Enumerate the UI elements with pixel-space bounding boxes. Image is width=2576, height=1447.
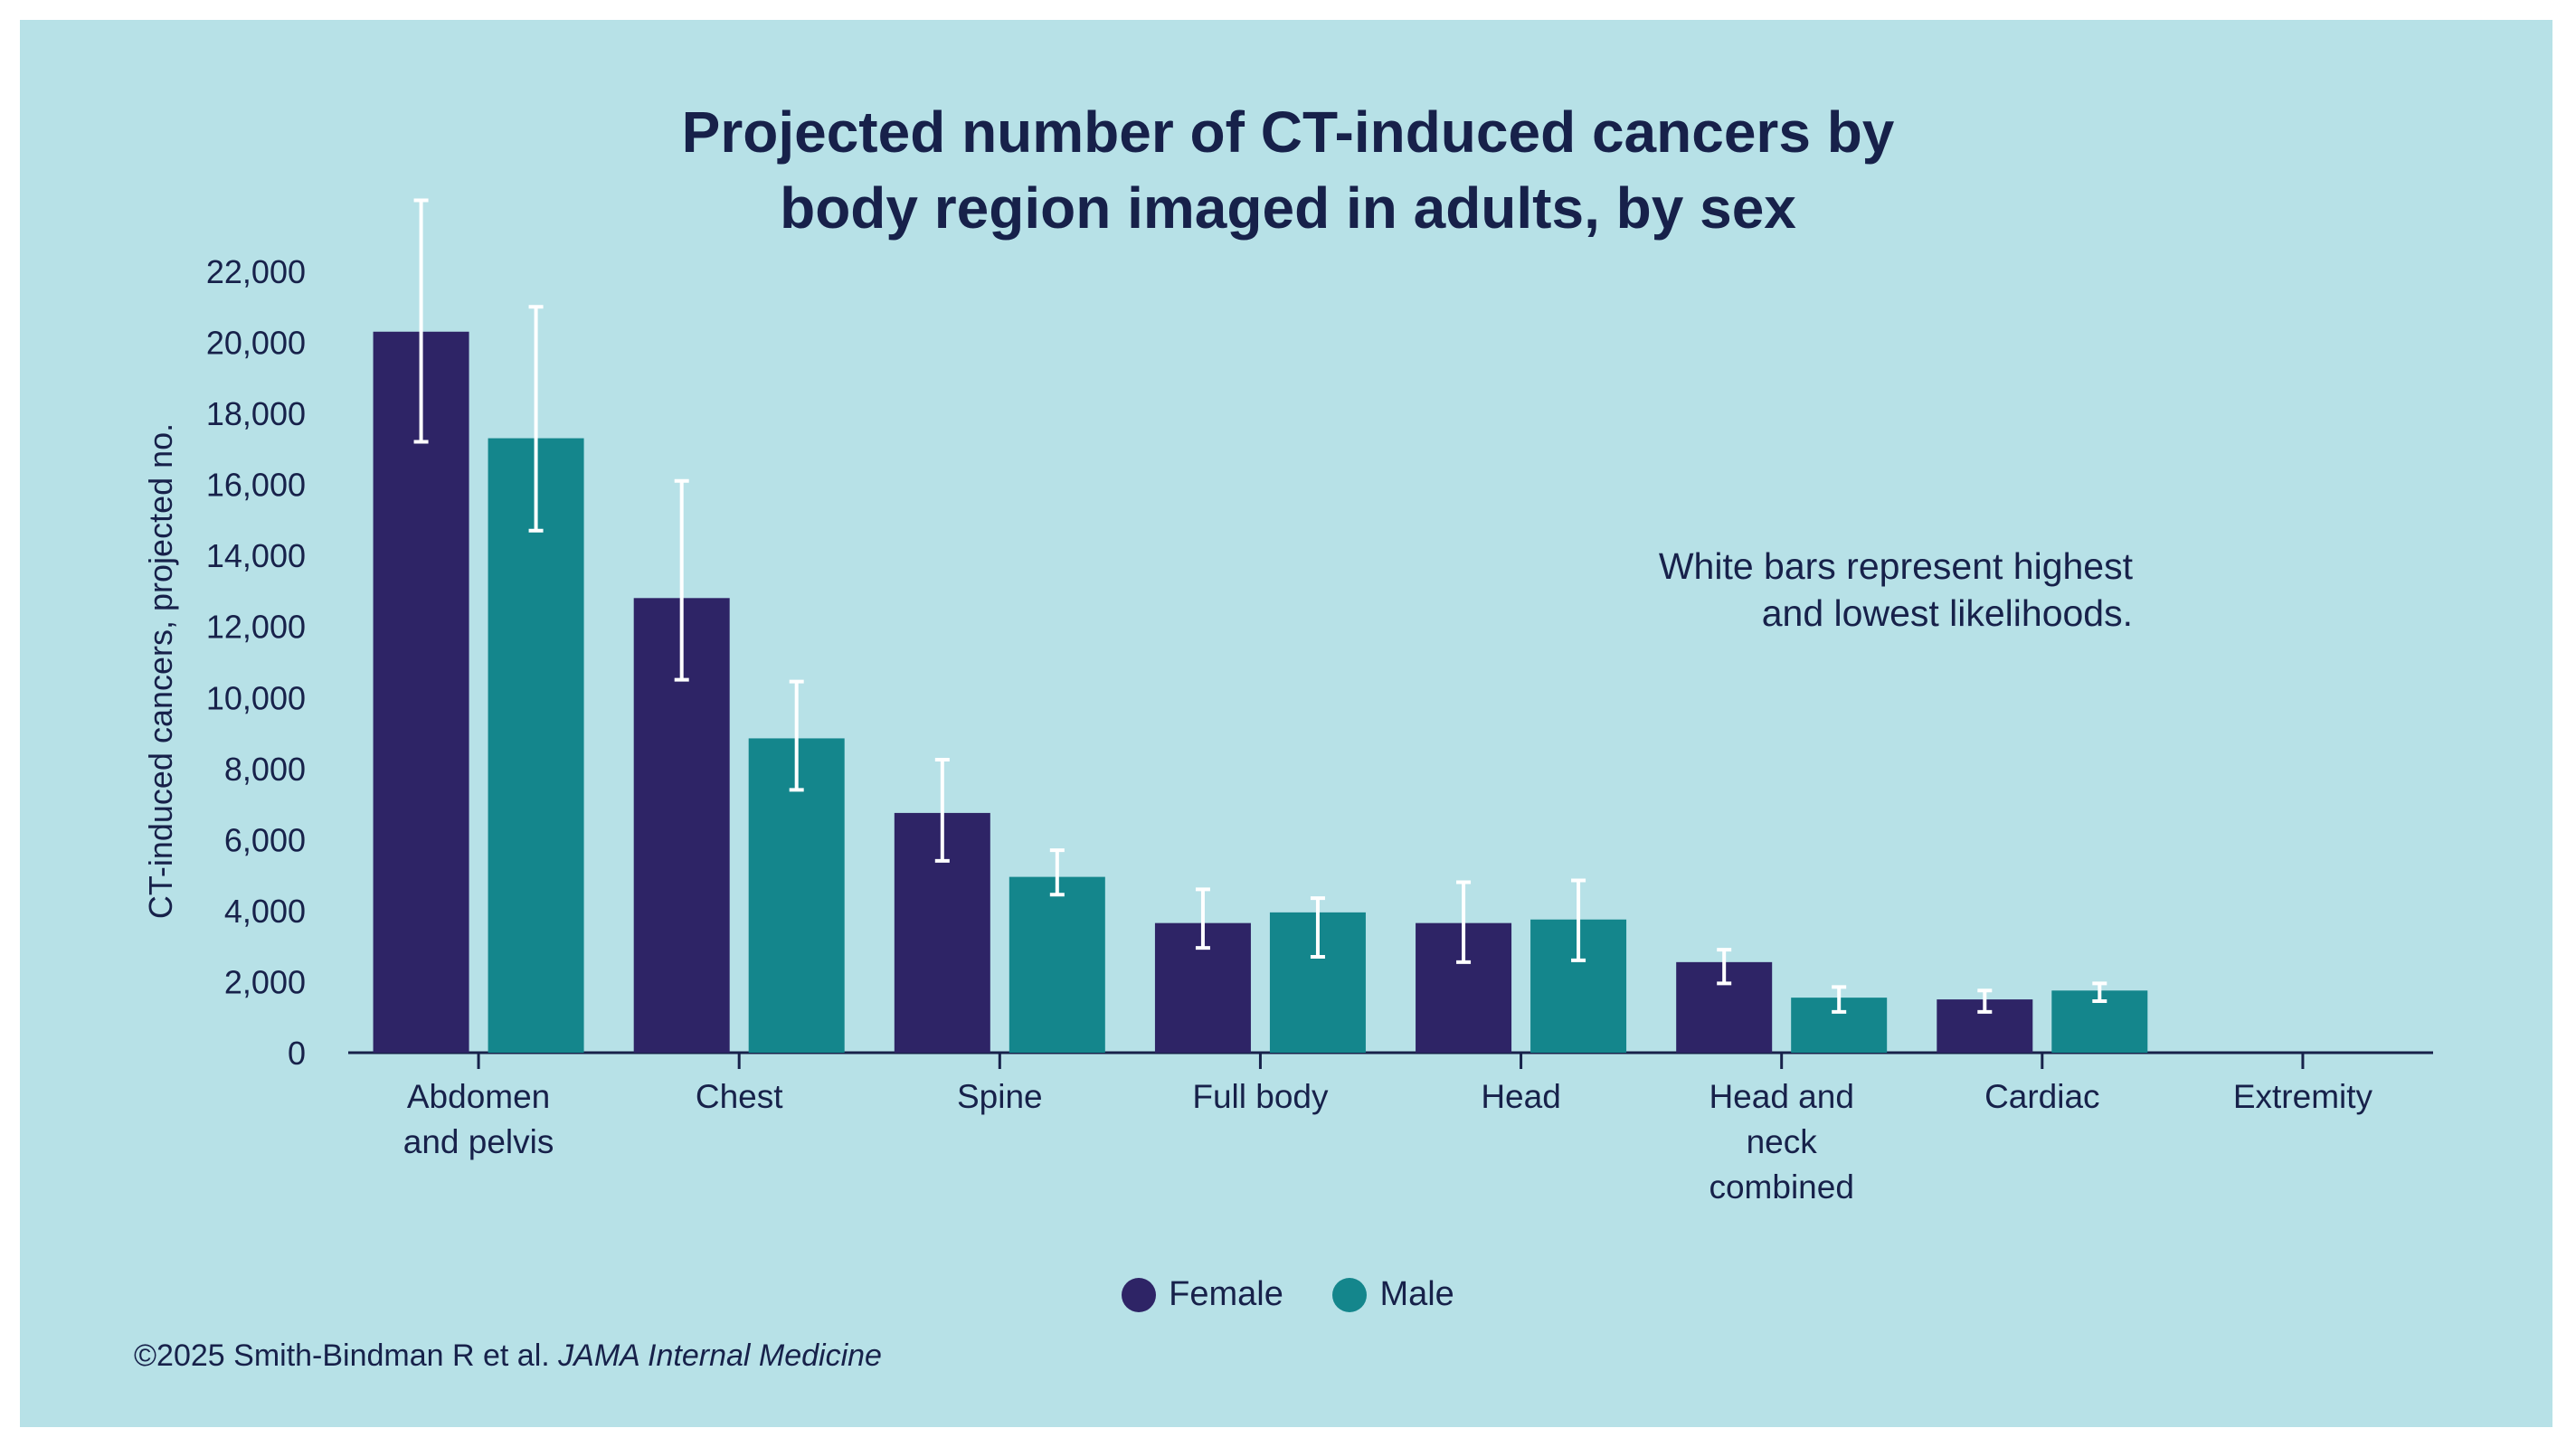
x-tick-label: combined	[1709, 1168, 1853, 1206]
legend-label-male: Male	[1379, 1275, 1454, 1313]
legend-swatch-female	[1122, 1277, 1157, 1312]
x-tick-label: Spine	[957, 1078, 1043, 1115]
bar-male	[488, 438, 584, 1054]
y-tick-label: 0	[288, 1035, 306, 1072]
x-tick-label: Cardiac	[1984, 1078, 2100, 1115]
chart-title-line-1: Projected number of CT-induced cancers b…	[681, 99, 1895, 165]
x-tick-label: Head and	[1709, 1078, 1853, 1115]
legend: Female Male	[0, 1275, 2576, 1321]
y-tick-label: 20,000	[206, 325, 306, 362]
legend-swatch-male	[1332, 1277, 1368, 1312]
legend-item-female: Female	[1122, 1275, 1283, 1314]
chart-title-line-2: body region imaged in adults, by sex	[780, 175, 1796, 241]
bar-male	[1009, 876, 1105, 1053]
y-tick-label: 22,000	[206, 253, 306, 290]
x-tick-label: Chest	[696, 1078, 783, 1115]
x-tick-label: Extremity	[2233, 1078, 2373, 1115]
x-tick-label: Abdomen	[407, 1078, 550, 1115]
y-tick-label: 18,000	[206, 395, 306, 432]
y-tick-label: 4,000	[224, 893, 306, 930]
annotation-line-2: and lowest likelihoods.	[1761, 592, 2133, 634]
x-tick-label: and pelvis	[403, 1123, 554, 1160]
y-tick-label: 12,000	[206, 609, 306, 646]
x-tick-label: Full body	[1192, 1078, 1329, 1115]
legend-item-male: Male	[1332, 1275, 1454, 1314]
y-tick-label: 6,000	[224, 821, 306, 858]
y-tick-label: 10,000	[206, 679, 306, 716]
y-tick-label: 2,000	[224, 963, 306, 1000]
credit-text: ©2025 Smith-Bindman R et al.	[134, 1338, 550, 1373]
legend-label-female: Female	[1169, 1275, 1283, 1313]
annotation-note: White bars represent highest and lowest …	[1659, 543, 2133, 637]
credit-journal: JAMA Internal Medicine	[558, 1338, 882, 1373]
x-tick-label: neck	[1747, 1123, 1818, 1160]
y-tick-label: 16,000	[206, 467, 306, 504]
credit-line: ©2025 Smith-Bindman R et al. JAMA Intern…	[134, 1338, 882, 1374]
y-tick-label: 14,000	[206, 537, 306, 574]
annotation-line-1: White bars represent highest	[1658, 545, 2133, 587]
x-tick-label: Head	[1481, 1078, 1560, 1115]
y-tick-label: 8,000	[224, 751, 306, 788]
bar-female	[373, 331, 469, 1053]
y-axis-title: CT-induced cancers, projected no.	[142, 423, 179, 919]
